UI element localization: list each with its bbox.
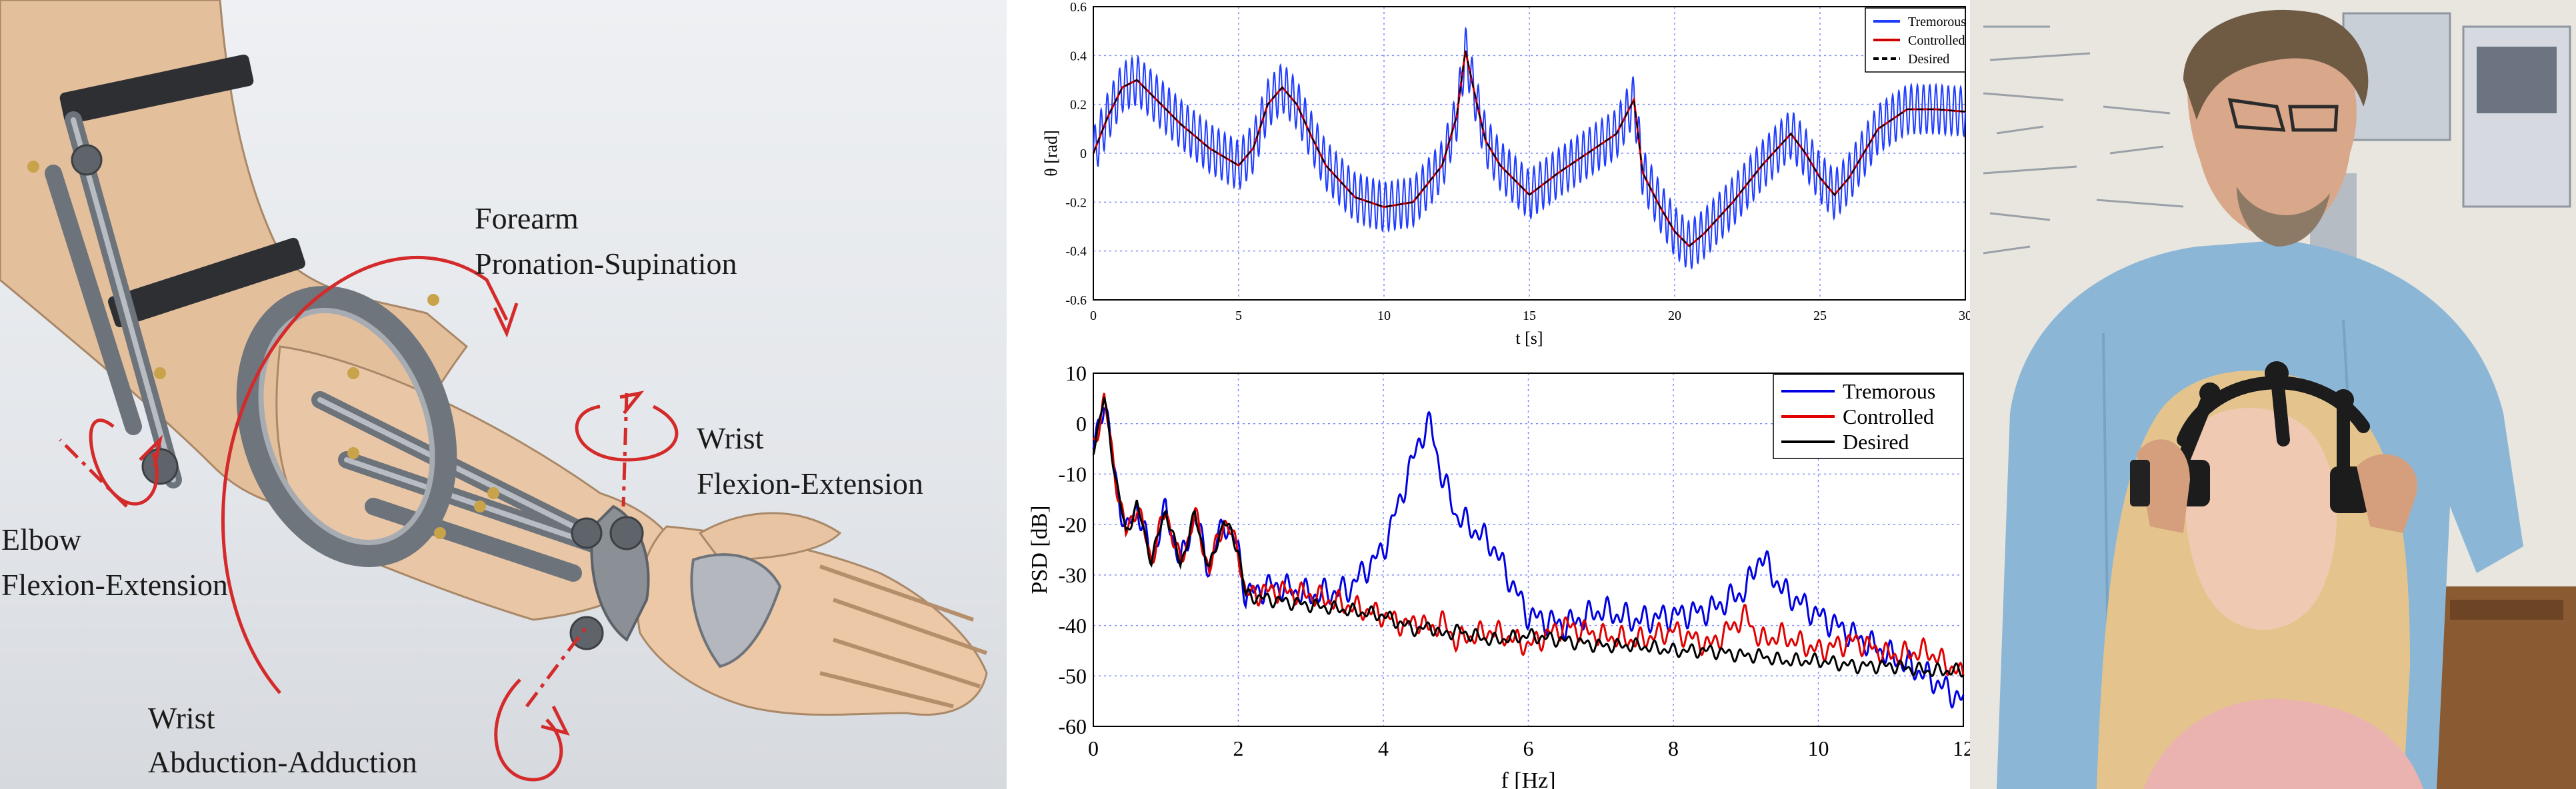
series-line-desired — [1093, 50, 1966, 247]
forearm-label-line2: Pronation-Supination — [475, 247, 737, 281]
x-tick-label: 0 — [1090, 309, 1097, 323]
y-tick-label: -50 — [1058, 664, 1087, 688]
man-beard — [2237, 187, 2330, 247]
y-tick-label: -0.6 — [1065, 293, 1087, 308]
man-glasses — [2227, 97, 2339, 132]
woman-shirt — [2143, 698, 2423, 789]
x-tick-label: 4 — [1378, 736, 1389, 760]
elbow-label-line1: Elbow — [1, 522, 82, 556]
x-tick-label: 2 — [1233, 736, 1244, 760]
lab-bench — [2437, 586, 2576, 789]
wrist-fe-label-line2: Flexion-Extension — [697, 466, 923, 500]
series-line-desired — [1092, 396, 1965, 678]
y-tick-label: 0.2 — [1070, 98, 1087, 113]
x-axis-label: f [Hz] — [1501, 768, 1555, 789]
x-tick-label: 20 — [1668, 309, 1681, 323]
brass-screws — [27, 161, 499, 539]
wrist-fe-label-line1: Wrist — [697, 421, 764, 455]
man-hair — [2183, 9, 2369, 120]
fingers — [819, 564, 987, 708]
x-tick-label: 8 — [1668, 736, 1679, 760]
angle-time-chart: 0 5 10 15 20 25 30 0.6 0.4 0.2 0 -0.2 -0.4 -0.6 t [s] θ… — [1041, 0, 1970, 348]
woman-face — [2185, 408, 2337, 630]
thumb — [698, 512, 842, 561]
man-hands — [2137, 439, 2418, 533]
lab-photo — [1970, 0, 2576, 789]
x-tick-label: 12 — [1953, 736, 1970, 760]
series-line-tremorous — [1092, 406, 1965, 709]
legend-label: Desired — [1908, 52, 1949, 67]
y-tick-label: -0.4 — [1065, 245, 1087, 259]
wrist-aa-label-line2: Abduction-Adduction — [148, 745, 417, 779]
y-tick-label: 0.6 — [1070, 0, 1087, 15]
lab-photo-drawing — [1970, 0, 2576, 789]
y-tick-label: -10 — [1058, 462, 1087, 486]
x-tick-label: 15 — [1523, 309, 1536, 323]
y-tick-label: -20 — [1058, 512, 1087, 536]
motion-arrows — [59, 255, 679, 782]
wrist-aa-arrow — [494, 678, 563, 782]
hand — [636, 525, 988, 716]
forearm-label-line1: Forearm — [475, 201, 579, 235]
y-tick-label: 0 — [1076, 412, 1087, 436]
upper-strap — [59, 54, 254, 125]
x-tick-label: 6 — [1523, 736, 1534, 760]
legend-label: Tremorous — [1843, 379, 1935, 403]
x-tick-label: 5 — [1235, 309, 1242, 323]
x-tick-label: 0 — [1088, 736, 1099, 760]
series-line-controlled — [1092, 393, 1965, 676]
middle-strap — [108, 237, 305, 328]
exoskeleton-illustration: Forearm Pronation-Supination Wrist Flexi… — [0, 0, 1007, 789]
elbow-arrow — [89, 418, 159, 506]
y-tick-label: -60 — [1058, 714, 1087, 738]
legend-label: Controlled — [1843, 404, 1934, 428]
y-axis-label: PSD [dB] — [1027, 505, 1052, 594]
charts-panel: 0 5 10 15 20 25 30 0.6 0.4 0.2 0 -0.2 -0.4 -0.6 t [s] θ… — [1007, 0, 1970, 789]
elbow-label-line2: Flexion-Extension — [1, 568, 228, 602]
y-tick-label: 10 — [1065, 361, 1087, 385]
y-tick-label: 0.4 — [1070, 49, 1087, 63]
legend-label: Controlled — [1908, 33, 1965, 48]
exo-joints — [71, 144, 644, 650]
forearm-ring-inner — [258, 307, 435, 546]
whiteboard-scribbles — [1983, 25, 2184, 255]
y-axis-label: θ [rad] — [1041, 130, 1061, 176]
wrist-fe-arrow — [575, 404, 679, 462]
x-tick-label: 30 — [1959, 309, 1970, 323]
x-tick-label: 25 — [1813, 309, 1827, 323]
x-axis-label: t [s] — [1515, 329, 1543, 348]
plot-frame — [1093, 373, 1964, 727]
wrist-aa-label-line1: Wrist — [148, 701, 215, 735]
hand-plate — [690, 553, 782, 668]
forearm-ring — [236, 286, 457, 567]
y-tick-label: -30 — [1058, 563, 1087, 587]
legend-label: Desired — [1843, 430, 1909, 454]
watch — [2130, 460, 2150, 506]
y-tick-label: -40 — [1058, 614, 1087, 638]
y-tick-label: 0 — [1080, 147, 1087, 161]
y-tick-label: -0.2 — [1065, 195, 1087, 210]
exoskeleton-drawing — [0, 0, 988, 782]
pronation-arrow — [221, 255, 509, 694]
x-tick-label: 10 — [1808, 736, 1829, 760]
psd-frequency-chart: 0 2 4 6 8 10 12 10 0 -10 -20 -30 -40 -50 -60 f [Hz] PSD … — [1027, 361, 1970, 789]
x-tick-label: 10 — [1377, 309, 1391, 323]
legend-label: Tremorous — [1908, 15, 1966, 29]
